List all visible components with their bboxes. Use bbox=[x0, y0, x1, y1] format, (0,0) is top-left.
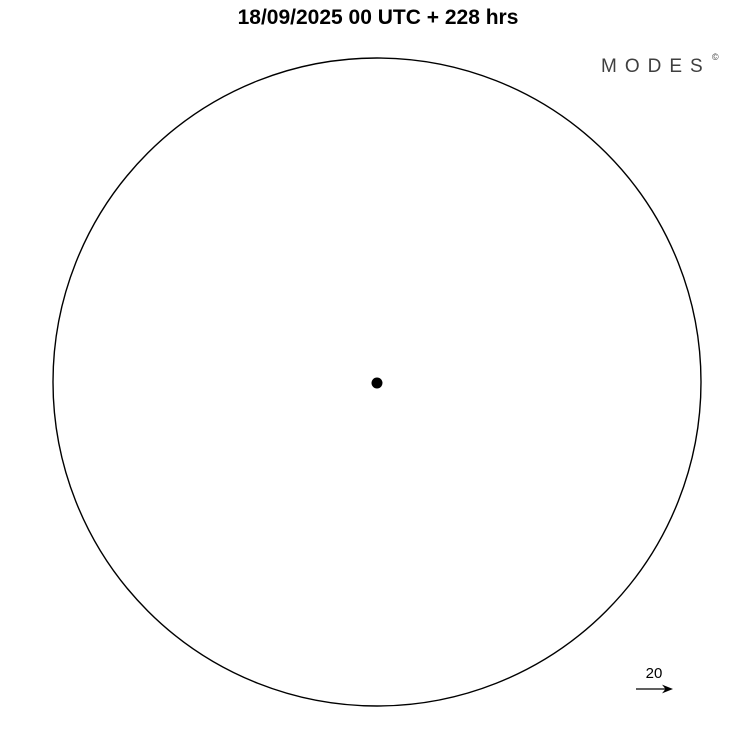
south-pole-dot bbox=[371, 377, 383, 389]
modes-logo: MODES bbox=[601, 56, 711, 77]
polar-map bbox=[53, 58, 701, 706]
reference-vector-value: 20 bbox=[646, 665, 663, 682]
reference-vector: 20 bbox=[636, 665, 673, 694]
reference-arrow-head bbox=[662, 684, 673, 694]
modes-logo-copyright: © bbox=[712, 52, 719, 62]
chart-title: 18/09/2025 00 UTC + 228 hrs bbox=[238, 6, 519, 29]
map-boundary-circle bbox=[52, 57, 702, 707]
